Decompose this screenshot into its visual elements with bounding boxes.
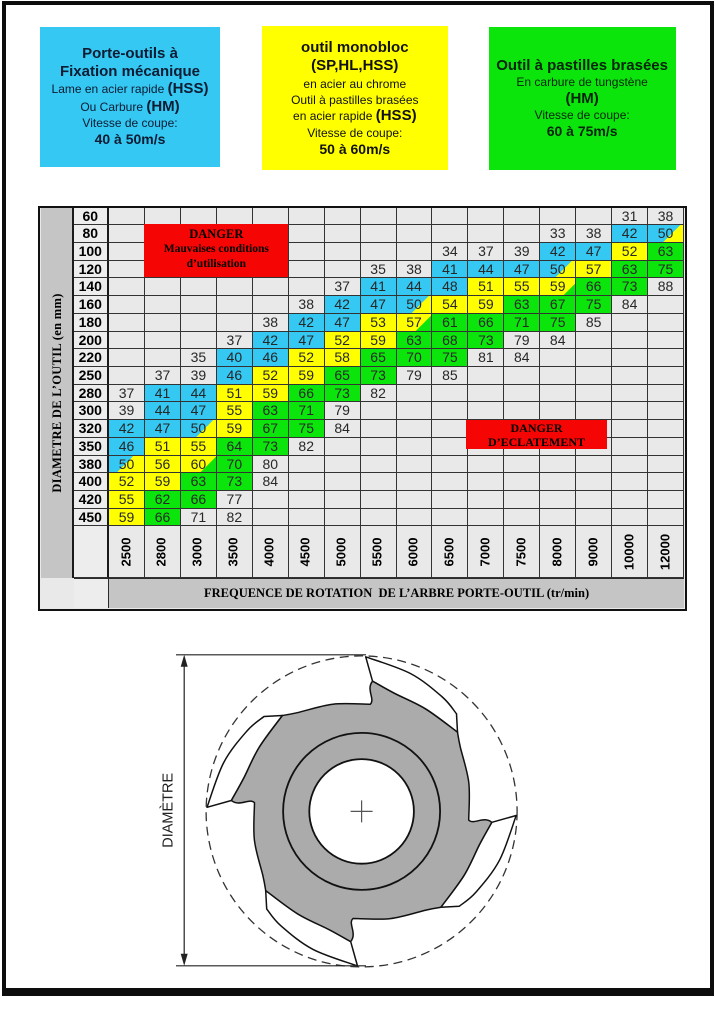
svg-text:DIAMÈTRE: DIAMÈTRE xyxy=(160,773,177,848)
